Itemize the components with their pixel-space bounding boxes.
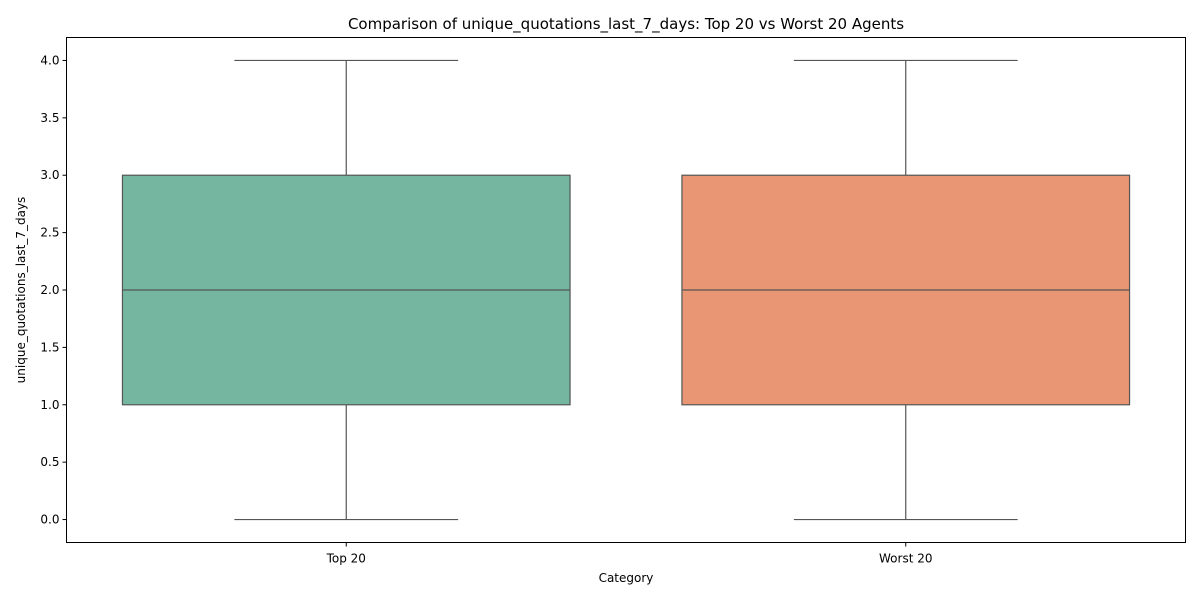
x-tick-label: Worst 20 (879, 552, 932, 566)
x-axis: Top 20 Worst 20 (326, 542, 932, 566)
y-tick-label: 3.5 (40, 111, 59, 125)
x-axis-title: Category (599, 571, 654, 585)
y-axis: 0.0 0.5 1.0 1.5 2.0 2.5 3.0 3.5 4.0 (40, 53, 67, 527)
y-tick-label: 0.5 (40, 455, 59, 469)
y-tick-label: 1.5 (40, 340, 59, 354)
x-tick-label: Top 20 (326, 552, 366, 566)
y-tick-label: 1.0 (40, 398, 59, 412)
boxes (121, 59, 1131, 521)
chart-title: Comparison of unique_quotations_last_7_d… (348, 15, 904, 34)
box-top-20 (121, 59, 571, 521)
y-tick-label: 4.0 (40, 53, 59, 67)
y-tick-label: 2.0 (40, 283, 59, 297)
y-tick-label: 0.0 (40, 513, 59, 527)
y-tick-label: 2.5 (40, 226, 59, 240)
box-worst-20 (681, 59, 1131, 521)
y-tick-label: 3.0 (40, 168, 59, 182)
y-axis-title: unique_quotations_last_7_days (14, 197, 28, 384)
